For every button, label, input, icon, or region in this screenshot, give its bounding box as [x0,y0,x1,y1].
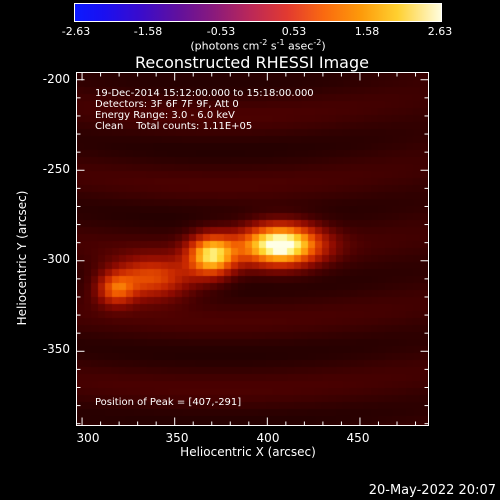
colorbar-tick: -1.58 [133,25,163,38]
y-tick-label: -350 [42,342,70,356]
x-tick-label: 350 [165,431,189,445]
x-axis-title: Heliocentric X (arcsec) [180,445,316,459]
annotation-time-range: 19-Dec-2014 15:12:00.000 to 15:18:00.000 [95,88,314,99]
colorbar-tick: -2.63 [61,25,91,38]
chart-title: Reconstructed RHESSI Image [135,53,369,72]
colorbar-tick: 1.58 [354,25,380,38]
colorbar-tick: 2.63 [427,25,453,38]
annotation-peak-position: Position of Peak = [407,-291] [95,397,242,408]
y-tick-label: -300 [42,252,70,266]
x-tick-label: 450 [346,431,370,445]
colorbar-unit-label: (photons cm-2 s-1 asec-2) [190,38,326,53]
colorbar-tick: 0.53 [281,25,307,38]
plot-frame [76,72,429,426]
x-tick-label: 300 [76,431,100,445]
axis-ticks [76,72,429,426]
colorbar-tick: -0.53 [206,25,236,38]
annotation-counts: Clean Total counts: 1.11E+05 [95,121,253,132]
y-tick-label: -200 [42,72,70,86]
y-tick-label: -250 [42,162,70,176]
heatmap-image [77,73,428,425]
x-tick-label: 400 [256,431,280,445]
colorbar [74,3,442,22]
y-axis-title: Heliocentric Y (arcsec) [15,190,29,326]
annotation-energy-range: Energy Range: 3.0 - 6.0 keV [95,110,235,121]
footer-date: 20-May-2022 20:07 [368,483,496,498]
annotation-detectors: Detectors: 3F 6F 7F 9F, Att 0 [95,99,239,110]
